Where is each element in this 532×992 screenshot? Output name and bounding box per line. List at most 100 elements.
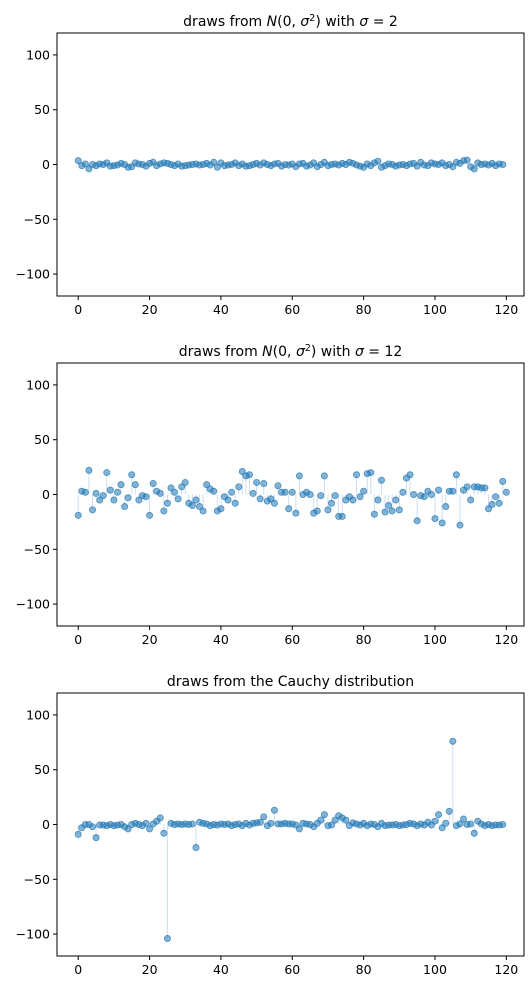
- x-tick-label: 100: [423, 962, 447, 977]
- data-point: [192, 844, 200, 852]
- data-point: [160, 507, 168, 515]
- data-point: [217, 505, 225, 513]
- x-tick-label: 40: [213, 302, 229, 317]
- data-point: [253, 478, 261, 486]
- data-point: [274, 482, 282, 490]
- y-tick-label: 50: [34, 432, 50, 447]
- data-point: [281, 488, 289, 496]
- data-point: [435, 811, 443, 819]
- data-point: [92, 834, 100, 842]
- data-point: [353, 471, 361, 479]
- data-point: [463, 483, 471, 491]
- data-point: [328, 821, 336, 829]
- data-point: [420, 493, 428, 501]
- y-tick-label: 100: [26, 377, 50, 392]
- data-point: [117, 481, 125, 489]
- y-tick-label: −50: [24, 542, 50, 557]
- x-tick-label: 100: [423, 302, 447, 317]
- data-point: [324, 506, 332, 514]
- data-point: [85, 466, 93, 474]
- data-point: [449, 737, 457, 745]
- data-point: [228, 488, 236, 496]
- data-point: [192, 496, 200, 504]
- x-tick-label: 0: [74, 302, 82, 317]
- data-point: [410, 490, 418, 498]
- x-tick-label: 0: [74, 962, 82, 977]
- data-point: [74, 157, 82, 165]
- data-point: [163, 934, 171, 942]
- data-point: [338, 512, 346, 520]
- data-point: [260, 480, 268, 488]
- data-point: [460, 815, 468, 823]
- x-tick-label: 0: [74, 632, 82, 647]
- x-tick-label: 80: [356, 632, 372, 647]
- data-points: [74, 156, 507, 173]
- x-tick-label: 120: [494, 962, 518, 977]
- data-point: [449, 487, 457, 495]
- data-point: [270, 806, 278, 814]
- data-point: [256, 495, 264, 503]
- data-point: [306, 490, 314, 498]
- data-point: [399, 488, 407, 496]
- x-tick-label: 120: [494, 302, 518, 317]
- data-point: [435, 486, 443, 494]
- data-point: [231, 499, 239, 507]
- panel-normal-sigma-12: draws from N(0, σ2) with σ = 12 0 20 40 60 8…: [16, 343, 525, 647]
- panel-normal-sigma-2: draws from N(0, σ2) with σ = 2 0 20 40 60 80…: [16, 13, 525, 317]
- data-point: [210, 158, 218, 166]
- data-point: [488, 500, 496, 508]
- data-point: [438, 519, 446, 527]
- data-point: [113, 488, 121, 496]
- data-point: [377, 476, 385, 484]
- data-point: [160, 829, 168, 837]
- data-point: [463, 156, 471, 164]
- y-tick-label: 0: [42, 487, 50, 502]
- data-point: [245, 471, 253, 479]
- data-point: [381, 508, 389, 516]
- data-point: [456, 820, 464, 828]
- data-point: [452, 471, 460, 479]
- data-point: [481, 484, 489, 492]
- data-point: [110, 496, 118, 504]
- data-point: [270, 499, 278, 507]
- data-point: [103, 469, 111, 477]
- data-point: [374, 496, 382, 504]
- data-point: [106, 486, 114, 494]
- data-point: [385, 501, 393, 509]
- x-tick-label: 60: [284, 632, 300, 647]
- data-point: [295, 825, 303, 833]
- data-point: [470, 165, 478, 173]
- data-point: [499, 160, 507, 168]
- x-tick-label: 40: [213, 962, 229, 977]
- data-point: [210, 487, 218, 495]
- x-tick-label: 100: [423, 632, 447, 647]
- x-tick-label: 80: [356, 302, 372, 317]
- data-point: [74, 830, 82, 838]
- data-point: [92, 489, 100, 497]
- x-tick-label: 80: [356, 962, 372, 977]
- y-tick-label: 50: [34, 762, 50, 777]
- data-point: [492, 493, 500, 501]
- data-point: [467, 820, 475, 828]
- data-point: [356, 493, 364, 501]
- data-point: [502, 488, 510, 496]
- data-point: [320, 472, 328, 480]
- data-point: [142, 819, 150, 827]
- data-point: [142, 493, 150, 501]
- data-point: [328, 499, 336, 507]
- x-tick-label: 40: [213, 632, 229, 647]
- data-point: [413, 517, 421, 525]
- data-point: [320, 811, 328, 819]
- data-point: [146, 825, 154, 833]
- data-point: [267, 819, 275, 827]
- data-point: [431, 817, 439, 825]
- panel-title: draws from the Cauchy distribution: [167, 674, 414, 690]
- data-point: [149, 480, 157, 488]
- data-point: [442, 503, 450, 511]
- y-tick-label: −50: [24, 872, 50, 887]
- data-point: [331, 492, 339, 500]
- data-point: [121, 503, 129, 511]
- data-point: [235, 483, 243, 491]
- data-point: [431, 515, 439, 523]
- data-point: [171, 488, 179, 496]
